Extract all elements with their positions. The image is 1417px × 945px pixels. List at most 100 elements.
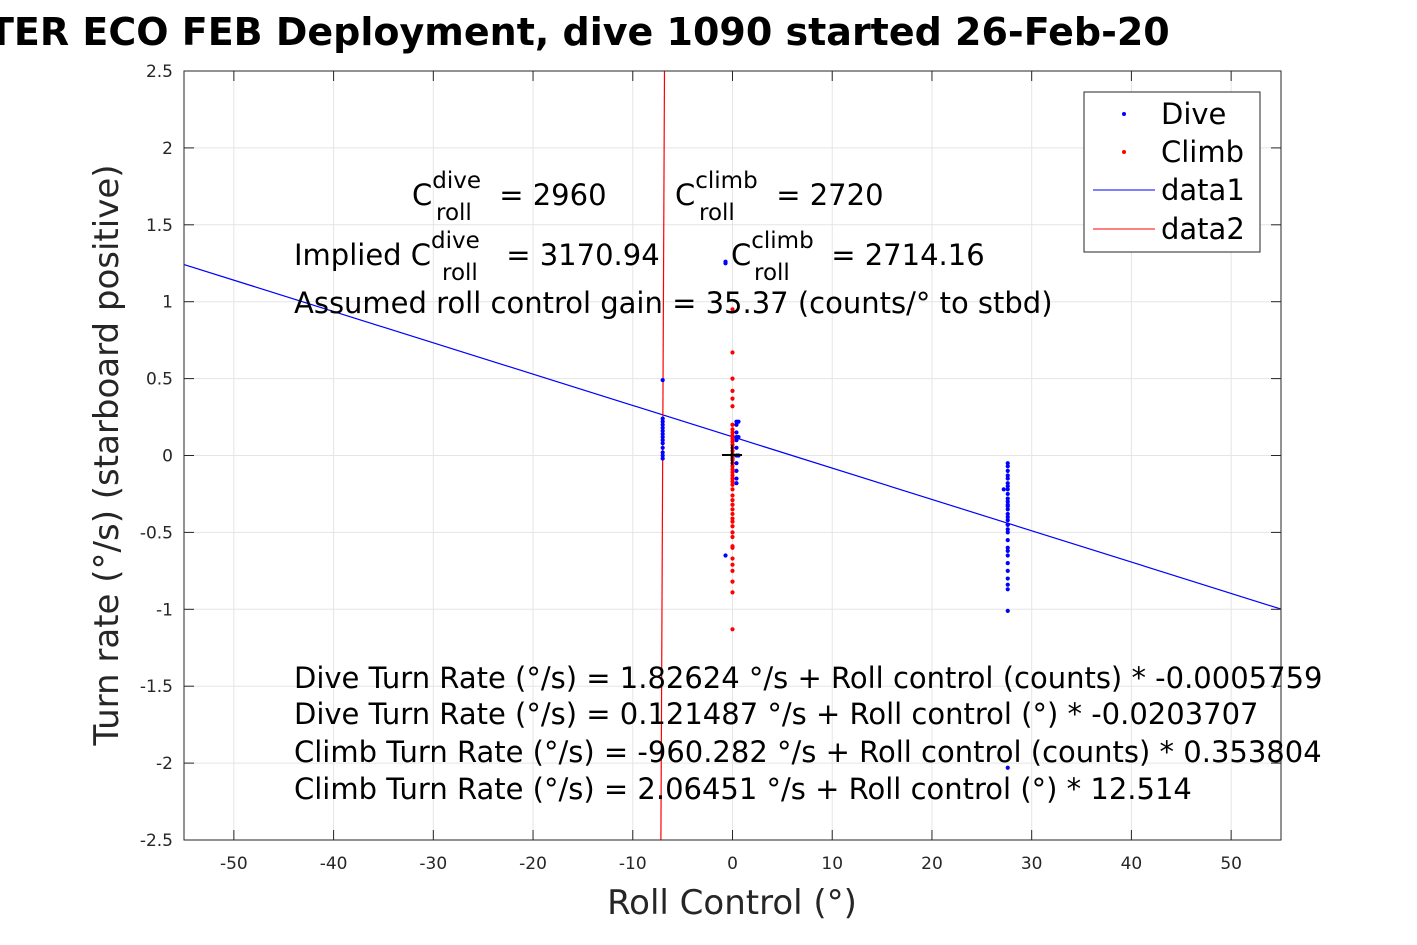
legend-climb-label: Climb [1161, 135, 1244, 169]
climb-point [730, 350, 735, 355]
climb-point [730, 476, 735, 481]
dive-point [734, 422, 739, 427]
climb-point [730, 516, 735, 521]
legend-dive-label: Dive [1161, 97, 1226, 131]
dive-point [660, 456, 665, 461]
climb-point [730, 562, 735, 567]
climb-degrees-equation: Climb Turn Rate (°/s) = 2.06451 °/s + Ro… [294, 772, 1192, 806]
x-tick-label: -20 [519, 854, 547, 874]
dive-point [1005, 491, 1010, 497]
data-points [660, 259, 1010, 770]
legend-data2-label: data2 [1161, 212, 1245, 246]
dive-point [1005, 553, 1010, 558]
dive-point [1005, 582, 1010, 587]
dive-point [1005, 464, 1010, 469]
climb-point [730, 545, 735, 550]
legend-climb-marker [1122, 150, 1126, 154]
climb-point [730, 388, 735, 394]
dive-point [660, 441, 665, 446]
dive-point [660, 378, 665, 383]
x-tick-label: -40 [320, 854, 348, 874]
dive-point [723, 259, 728, 264]
roll-gain-annotation: Assumed roll control gain = 35.37 (count… [294, 286, 1053, 320]
dive-point [734, 461, 739, 466]
dive-point [1005, 487, 1010, 492]
y-tick-label: 2.5 [146, 62, 173, 82]
dive-point [734, 481, 739, 486]
climb-point [730, 590, 735, 595]
dive-point [660, 450, 665, 455]
x-tick-label: -30 [419, 854, 447, 874]
dive-point [1005, 461, 1010, 466]
dive-point [1005, 507, 1010, 512]
legend-data1-label: data1 [1161, 173, 1245, 207]
dive-point [1005, 517, 1010, 523]
climb-point [730, 493, 735, 498]
dive-point [1005, 765, 1010, 770]
implied-c-roll-climb-annotation: Cclimb roll = 2714.16 [731, 228, 985, 286]
climb-point [730, 473, 735, 478]
dive-point [1005, 499, 1010, 504]
legend-box [1083, 91, 1261, 253]
dive-point [660, 431, 665, 437]
x-tick-label: 30 [1021, 854, 1043, 874]
climb-point [730, 433, 735, 438]
dive-point [1005, 576, 1010, 581]
dive-point [1005, 530, 1010, 535]
dive-point [1005, 608, 1010, 613]
climb-point [730, 436, 735, 441]
x-tick-label: -10 [619, 854, 647, 874]
y-tick-label: -1.5 [140, 677, 173, 697]
x-tick-label: 10 [821, 854, 843, 874]
climb-point [730, 467, 735, 472]
dive-point [660, 416, 665, 421]
dive-point [660, 428, 665, 433]
dive-point [1005, 561, 1010, 566]
climb-point [730, 470, 735, 475]
dive-point [1005, 476, 1010, 481]
y-tick-label: 0.5 [146, 370, 173, 390]
climb-point [730, 487, 735, 492]
climb-point [730, 430, 735, 435]
dive-point [660, 425, 665, 430]
dive-point [1005, 481, 1010, 486]
dive-point [660, 438, 665, 443]
legend-dive-marker [1122, 112, 1126, 116]
x-tick-label: 50 [1220, 854, 1242, 874]
dive-point [734, 430, 739, 435]
dive-point [1005, 527, 1010, 532]
dive-point [1005, 484, 1010, 489]
y-tick-label: -0.5 [140, 523, 173, 543]
chart-title: TER ECO FEB Deployment, dive 1090 starte… [0, 10, 1170, 54]
y-tick-label: -2 [156, 754, 173, 774]
climb-point [730, 498, 735, 503]
dive-degrees-equation: Dive Turn Rate (°/s) = 0.121487 °/s + Ro… [294, 697, 1259, 731]
climb-point [730, 579, 735, 584]
climb-point [730, 524, 735, 529]
x-tick-label: 0 [727, 854, 738, 874]
dive-point [1005, 548, 1010, 553]
y-tick-label: 1.5 [146, 216, 173, 236]
dive-point [660, 445, 665, 450]
dive-point [723, 553, 728, 558]
y-tick-label: 0 [162, 447, 173, 467]
dive-point [736, 419, 741, 424]
climb-point [730, 376, 735, 381]
dive-point [660, 453, 665, 458]
climb-point [730, 627, 735, 632]
dive-point [1005, 514, 1010, 520]
dive-point [1005, 587, 1010, 592]
dive-point [1001, 487, 1006, 492]
climb-point [730, 307, 735, 312]
y-tick-label: -1 [156, 600, 173, 620]
c-roll-climb-annotation: Cclimb roll = 2720 [675, 168, 884, 226]
climb-point [730, 479, 735, 484]
climb-point [730, 502, 735, 507]
dive-point [1005, 496, 1010, 501]
dive-point [734, 445, 739, 450]
climb-point [730, 427, 735, 432]
legend: Dive Climb data1 data2 [1083, 91, 1261, 253]
dive-counts-equation: Dive Turn Rate (°/s) = 1.82624 °/s + Rol… [294, 661, 1322, 695]
y-tick-label: 2 [162, 139, 173, 159]
dive-point [734, 468, 739, 473]
